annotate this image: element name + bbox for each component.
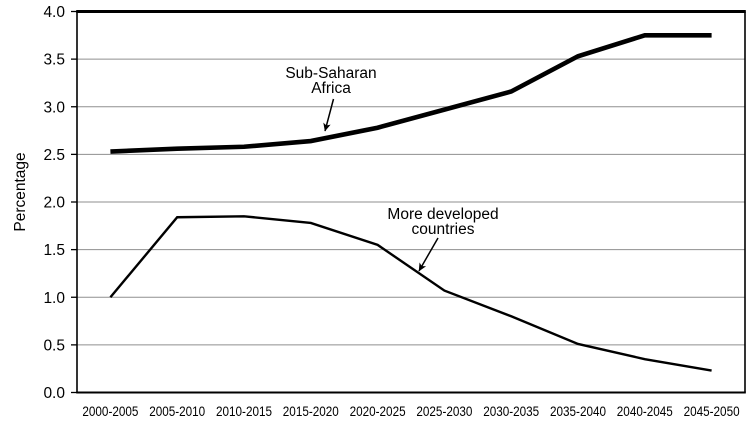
- y-axis-tick-label: 1.0: [43, 290, 65, 307]
- y-axis-tick-label: 1.5: [43, 242, 65, 259]
- x-axis-tick-label: 2025-2030: [416, 403, 472, 419]
- y-axis-tick-label: 0.5: [43, 337, 65, 354]
- y-axis-tick-label: 4.0: [43, 4, 65, 21]
- x-axis-tick-label: 2005-2010: [149, 403, 205, 419]
- y-axis-tick-label: 2.5: [43, 147, 65, 164]
- y-axis-tick-label: 3.5: [43, 52, 65, 69]
- series-label-sub-saharan-africa: Sub-Saharan: [285, 65, 376, 82]
- series-line-more-developed-countries: [109, 215, 712, 372]
- series-label-arrow-sub-saharan-africa: [323, 98, 335, 132]
- series-label-more-developed-countries: More developed: [387, 206, 498, 223]
- y-axis-title: Percentage: [12, 152, 29, 231]
- x-axis-tick-label: 2035-2040: [550, 403, 606, 419]
- x-axis-tick-label: 2010-2015: [216, 403, 272, 419]
- x-axis-tick-label: 2015-2020: [283, 403, 339, 419]
- series-label-arrow-more-developed-countries: [418, 237, 439, 272]
- y-axis-tick-label: 2.0: [43, 195, 65, 212]
- x-axis-tick-label: 2045-2050: [684, 403, 740, 419]
- x-axis-tick-label: 2020-2025: [350, 403, 406, 419]
- x-axis-tick-label: 2030-2035: [483, 403, 539, 419]
- x-axis-tick-label: 2040-2045: [617, 403, 673, 419]
- x-axis-tick-label: 2000-2005: [82, 403, 138, 419]
- series-label-sub-saharan-africa: Africa: [311, 80, 351, 97]
- series-label-more-developed-countries: countries: [412, 221, 475, 238]
- y-axis-tick-label: 0.0: [43, 385, 65, 402]
- y-axis-tick-label: 3.0: [43, 99, 65, 116]
- series-line-sub-saharan-africa: [110, 33, 712, 154]
